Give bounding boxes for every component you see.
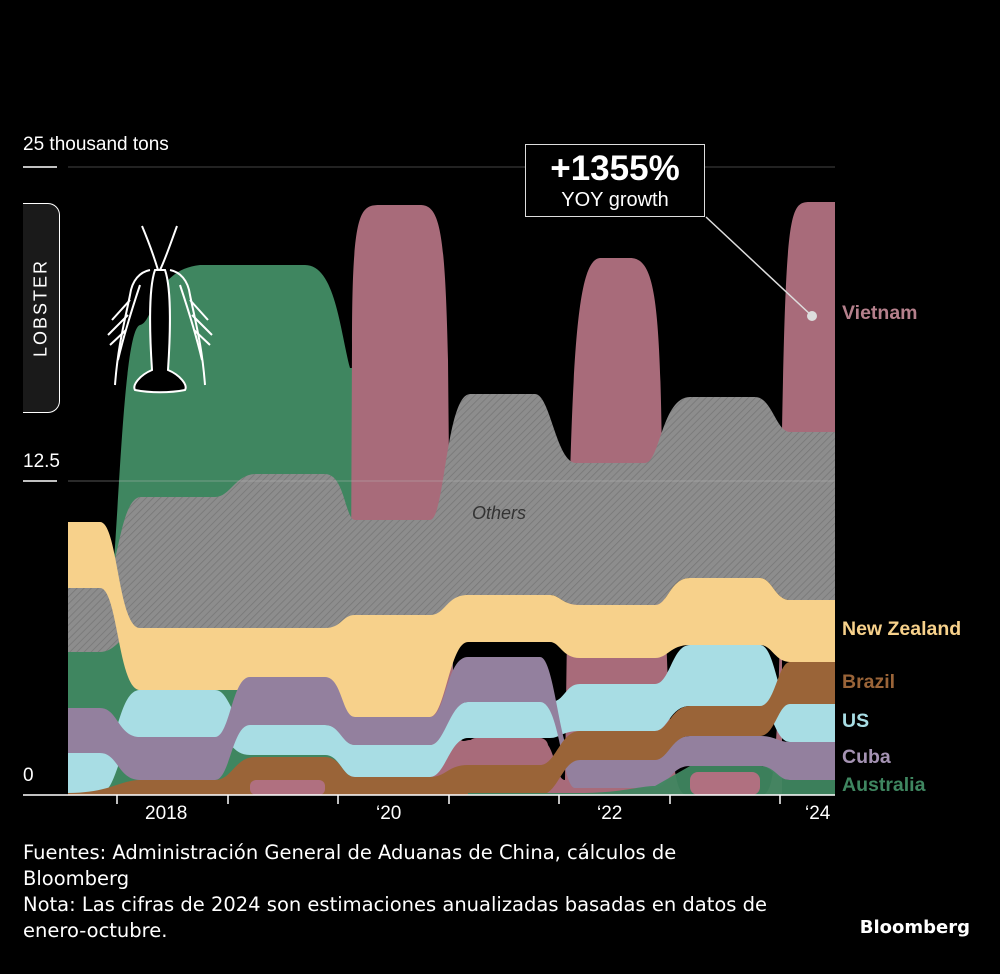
x-tick-2020: ‘20 [376,803,402,824]
callout-dot [807,311,817,321]
callout-label: YOY growth [561,189,669,211]
y-tick-12-5-label: 12.5 [23,451,60,472]
band-vietnam-2019 [250,780,325,795]
callout-leader-line [705,216,813,317]
footer-sources: Fuentes: Administración General de Aduan… [23,841,677,890]
footer-notes: Fuentes: Administración General de Aduan… [23,840,783,944]
y-tick-0-label: 0 [23,765,34,786]
brand-logo: Bloomberg [859,917,970,938]
label-others: Others [472,503,527,523]
x-tick-2024: ‘24 [805,803,831,824]
legend-brazil: Brazil [842,671,896,693]
band-new-zealand [68,522,835,717]
band-us [68,645,835,793]
band-others [68,394,835,690]
legend-new-zealand: New Zealand [842,618,962,640]
y-axis-top-label: 25 thousand tons [23,134,169,155]
legend-vietnam: Vietnam [842,302,918,324]
callout-value: +1355% [550,149,680,188]
band-cuba [68,657,835,788]
category-tab-lobster: LOBSTER [23,203,60,413]
legend-australia: Australia [842,774,926,796]
lobster-icon [107,225,213,394]
x-tick-2018: 2018 [145,803,188,824]
category-tab-label: LOBSTER [30,258,51,358]
band-vietnam-2023 [690,772,760,795]
band-vietnam-2021 [468,738,548,765]
legend-cuba: Cuba [842,746,891,768]
yoy-growth-callout: +1355% YOY growth [525,144,705,217]
footer-note: Nota: Las cifras de 2024 son estimacione… [23,893,768,942]
band-brazil [68,662,835,795]
legend-us: US [842,710,870,732]
x-tick-2022: ‘22 [597,803,623,824]
